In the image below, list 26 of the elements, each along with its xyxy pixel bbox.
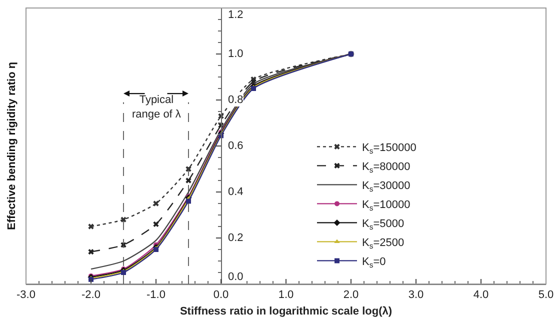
x-tick-label: 1.0 — [278, 289, 294, 302]
y-axis-title: Effective bending rigidity ratio η — [6, 62, 18, 230]
x-tick-label: 2.0 — [343, 289, 359, 302]
legend-label: K$_{s}$=5000 — [362, 218, 404, 232]
x-tick-label: 4.0 — [473, 289, 489, 302]
y-tick-label: 0.2 — [228, 232, 244, 244]
x-axis-title: Stiffness ratio in logarithmic scale log(λ) — [180, 305, 392, 318]
x-tick-label: -3.0 — [16, 289, 36, 302]
y-tick-label: 0.4 — [228, 186, 244, 198]
y-tick-label: 1.0 — [228, 48, 244, 60]
legend-label: K$_{s}$=150000 — [362, 142, 416, 156]
x-tick-label: 0.0 — [213, 289, 229, 302]
x-tick-label: 5.0 — [538, 289, 554, 302]
y-tick-label: 1.2 — [228, 9, 244, 21]
y-tick-label: 0.6 — [228, 140, 244, 152]
legend-label: K$_{s}$=80000 — [362, 160, 410, 174]
y-tick-label: 0.8 — [228, 94, 244, 106]
x-tick-label: -2.0 — [82, 289, 100, 302]
legend-label: K$_{s}$=10000 — [362, 198, 410, 212]
legend-label: K$_{s}$=2500 — [362, 236, 404, 250]
x-tick-label: 3.0 — [408, 289, 424, 302]
x-tick-label: -1.0 — [146, 289, 166, 302]
y-tick-label: 0.0 — [228, 271, 244, 283]
legend-label: K$_{s}$=30000 — [362, 180, 410, 194]
annotation: Typical range of λ — [132, 94, 182, 120]
legend-label: K$_{s}$=0 — [362, 256, 386, 270]
